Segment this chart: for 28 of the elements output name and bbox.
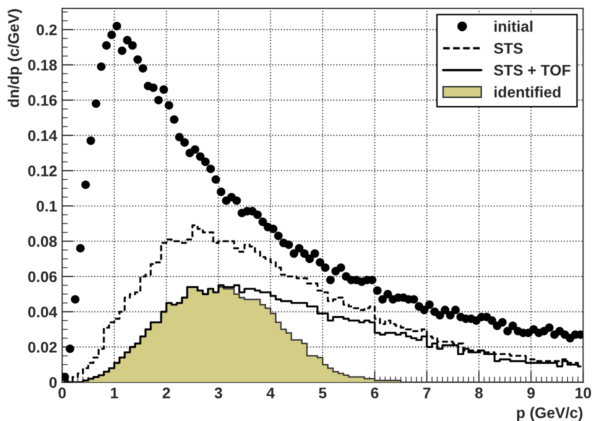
x-tick-label: 2 [162, 388, 170, 398]
y-tick-label: 0.16 [28, 94, 57, 106]
y-axis-title: dn/dp (c/GeV) [8, 9, 22, 108]
y-tick-label: 0.06 [28, 271, 57, 282]
y-tick-label: 0.08 [28, 236, 57, 247]
x-tick-label: 8 [475, 388, 483, 398]
legend-label: STS [494, 42, 523, 54]
y-tick-label: 0.2 [36, 24, 57, 36]
x-tick-label: 4 [266, 388, 275, 398]
y-tick-label: 0.18 [28, 60, 57, 71]
x-tick-label: 0 [58, 388, 66, 398]
y-tick-label: 0.04 [28, 306, 58, 318]
x-tick-label: 7 [423, 388, 430, 398]
x-tick-label: 1 [110, 388, 118, 398]
y-tick-label: 0.12 [28, 166, 57, 176]
legend-label: STS + TOF [494, 64, 570, 76]
x-tick-label: 3 [214, 388, 222, 398]
x-tick-label: 10 [576, 388, 591, 398]
x-axis-title: p (GeV/c) [517, 406, 582, 421]
legend-label: identified [494, 86, 560, 98]
x-tick-label: 5 [318, 388, 326, 398]
x-tick-label: 9 [527, 388, 535, 398]
y-tick-label: 0.14 [28, 130, 58, 142]
y-tick-label: 0.1 [36, 200, 57, 212]
y-tick-label: 0.02 [28, 342, 57, 353]
legend-label: initial [494, 20, 532, 32]
x-tick-label: 6 [371, 388, 378, 398]
y-tick-label: 0 [49, 377, 57, 388]
